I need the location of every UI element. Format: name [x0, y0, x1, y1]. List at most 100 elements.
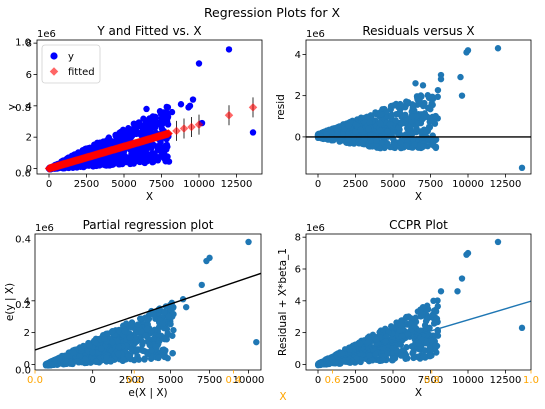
- data-point: [152, 121, 160, 129]
- data-point: [363, 113, 371, 121]
- x-axis-label: X: [146, 191, 153, 203]
- data-point: [152, 343, 160, 350]
- y-tick-label: 2: [26, 133, 32, 144]
- legend-label: y: [68, 52, 74, 63]
- data-point: [142, 332, 150, 339]
- y-tick-label: 6: [26, 70, 32, 81]
- data-point: [458, 275, 466, 282]
- overlay-y-tick-label: 0.0: [15, 366, 31, 377]
- data-point: [426, 324, 433, 332]
- x-tick-label: 5000: [158, 375, 183, 386]
- data-point: [135, 356, 143, 363]
- data-point: [372, 336, 380, 343]
- data-point: [118, 160, 126, 167]
- data-point: [416, 97, 423, 105]
- data-point: [134, 347, 141, 354]
- data-point: [388, 112, 395, 119]
- data-point: [100, 138, 107, 145]
- data-point: [352, 128, 359, 135]
- overlay-x-tick-label: 0.2: [126, 375, 142, 386]
- data-point: [106, 155, 114, 162]
- overlay-x-tick-label: 0.4: [225, 375, 241, 386]
- data-point: [81, 356, 89, 363]
- fitted-marker: [172, 126, 181, 136]
- fitted-marker: [224, 110, 234, 120]
- data-point: [164, 104, 172, 111]
- y-axis-label: e(y | X): [4, 283, 16, 321]
- x-tick-label: 7500: [197, 375, 222, 386]
- data-point: [42, 361, 50, 368]
- data-point: [112, 132, 119, 140]
- data-point: [457, 73, 464, 81]
- data-point: [364, 338, 372, 346]
- data-point: [113, 338, 121, 345]
- data-point: [420, 352, 427, 360]
- data-point: [386, 121, 394, 128]
- data-point: [126, 334, 134, 341]
- data-point: [369, 357, 376, 364]
- data-point: [518, 324, 526, 332]
- data-point: [177, 101, 185, 108]
- data-point: [425, 125, 432, 132]
- data-point: [429, 138, 437, 146]
- data-point: [130, 156, 137, 164]
- data-point: [249, 129, 257, 136]
- data-point: [345, 136, 352, 143]
- plot-frame: [36, 39, 263, 175]
- data-point: [396, 130, 404, 138]
- data-point: [366, 119, 373, 126]
- plot-frame: [305, 233, 532, 371]
- offset-label: 1e6: [306, 29, 325, 40]
- overlay-x-label: X: [279, 391, 286, 403]
- data-point: [372, 350, 379, 358]
- data-point: [96, 335, 104, 343]
- y-tick-label: 8: [295, 233, 301, 244]
- data-point: [147, 347, 155, 354]
- data-point: [131, 120, 138, 128]
- data-point: [463, 49, 470, 56]
- data-point: [357, 126, 364, 133]
- data-point: [119, 151, 127, 158]
- overlay-y-tick-label: 0.2: [15, 300, 31, 311]
- x-tick-label: 0: [315, 375, 321, 386]
- data-point: [397, 144, 405, 152]
- data-point: [418, 134, 425, 141]
- data-point: [397, 352, 405, 359]
- fitted-marker: [179, 124, 189, 133]
- data-point: [129, 129, 136, 136]
- x-axis-label: e(X | X): [128, 387, 167, 399]
- data-point: [135, 157, 143, 164]
- data-point: [419, 303, 427, 311]
- data-point: [95, 159, 102, 167]
- x-tick-label: 7500: [418, 179, 443, 190]
- overlay-y-tick-label: 1.0: [15, 38, 31, 49]
- y-tick-label: 4: [24, 296, 30, 307]
- y-tick-label: 2: [295, 328, 301, 339]
- data-point: [387, 323, 395, 330]
- x-tick-label: 10000: [183, 179, 215, 190]
- data-point: [409, 113, 416, 120]
- data-point: [353, 355, 360, 362]
- data-point: [518, 164, 526, 172]
- data-point: [415, 120, 422, 127]
- data-point: [403, 142, 410, 149]
- panel-residuals: Residuals versus X 1e6 0 2500 5000 7500 10000 1…: [275, 24, 532, 203]
- data-point: [89, 349, 96, 356]
- data-point: [110, 160, 117, 168]
- x-tick-label: 7500: [418, 375, 443, 386]
- data-point: [344, 131, 351, 138]
- x-tick-label: 5000: [111, 179, 136, 190]
- data-point: [366, 352, 373, 359]
- data-point: [108, 338, 116, 346]
- x-axis-label: X: [415, 387, 422, 399]
- data-point: [253, 338, 260, 346]
- data-point: [134, 321, 142, 328]
- panel-title: Residuals versus X: [362, 24, 474, 38]
- data-point: [107, 357, 115, 364]
- data-point: [170, 310, 177, 318]
- regression-line: [35, 272, 261, 351]
- overlay-y-tick-label: 0.8: [15, 103, 31, 114]
- data-point: [150, 115, 158, 122]
- data-point: [494, 45, 502, 52]
- data-point: [123, 320, 130, 327]
